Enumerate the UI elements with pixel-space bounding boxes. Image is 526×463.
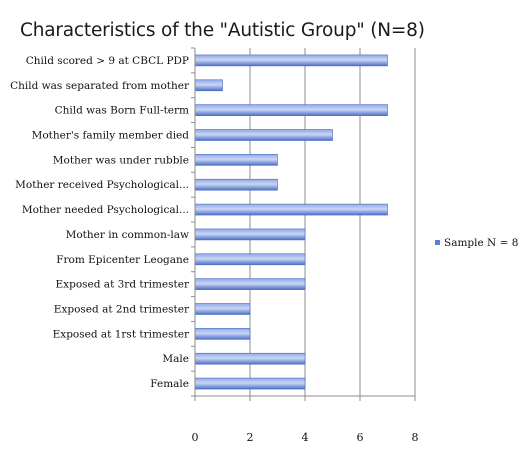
bar [194, 54, 388, 67]
bar [194, 104, 388, 116]
category-label: Exposed at 3rd trimester [56, 279, 190, 291]
x-tick-label: 0 [192, 431, 199, 444]
bar [194, 377, 306, 390]
category-label: Mother received Psychological... [15, 179, 189, 191]
bar [194, 178, 278, 191]
bar [194, 328, 251, 340]
category-label: Female [150, 378, 189, 390]
bar [194, 203, 388, 216]
category-label: Exposed at 2nd trimester [54, 304, 190, 316]
x-tick-label: 4 [302, 431, 309, 444]
bar [194, 303, 251, 315]
x-tick-label: 6 [357, 431, 364, 444]
legend-label: Sample N = 8 [444, 237, 518, 249]
bar [194, 154, 278, 166]
bar [194, 129, 333, 141]
bars [194, 54, 388, 390]
category-label: Child scored > 9 at CBCL PDP [26, 55, 189, 67]
category-label: Mother in common-law [66, 229, 189, 241]
bar [194, 253, 306, 266]
bar [194, 228, 306, 241]
x-tick-label: 8 [412, 431, 419, 444]
category-label: Exposed at 1rst trimester [53, 328, 190, 340]
legend: Sample N = 8 [435, 237, 518, 249]
category-labels: Child scored > 9 at CBCL PDP Child was se… [10, 55, 190, 390]
category-label: Male [162, 353, 189, 365]
tick-labels: 0 2 4 6 8 [192, 431, 419, 444]
axes [191, 47, 416, 401]
category-label: Mother was under rubble [53, 154, 189, 166]
x-tick-label: 2 [247, 431, 254, 444]
bar [194, 79, 223, 92]
category-label: Mother needed Psychological... [22, 204, 189, 216]
category-label: Child was separated from mother [10, 80, 190, 92]
category-label: Mother's family member died [32, 130, 190, 142]
legend-swatch [435, 240, 440, 245]
category-label: From Epicenter Leogane [56, 254, 189, 266]
chart-title: Characteristics of the "Autistic Group" … [20, 20, 425, 41]
category-label: Child was Born Full-term [55, 105, 189, 117]
gridlines [249, 48, 416, 396]
bar [194, 278, 306, 290]
bar [194, 352, 306, 365]
